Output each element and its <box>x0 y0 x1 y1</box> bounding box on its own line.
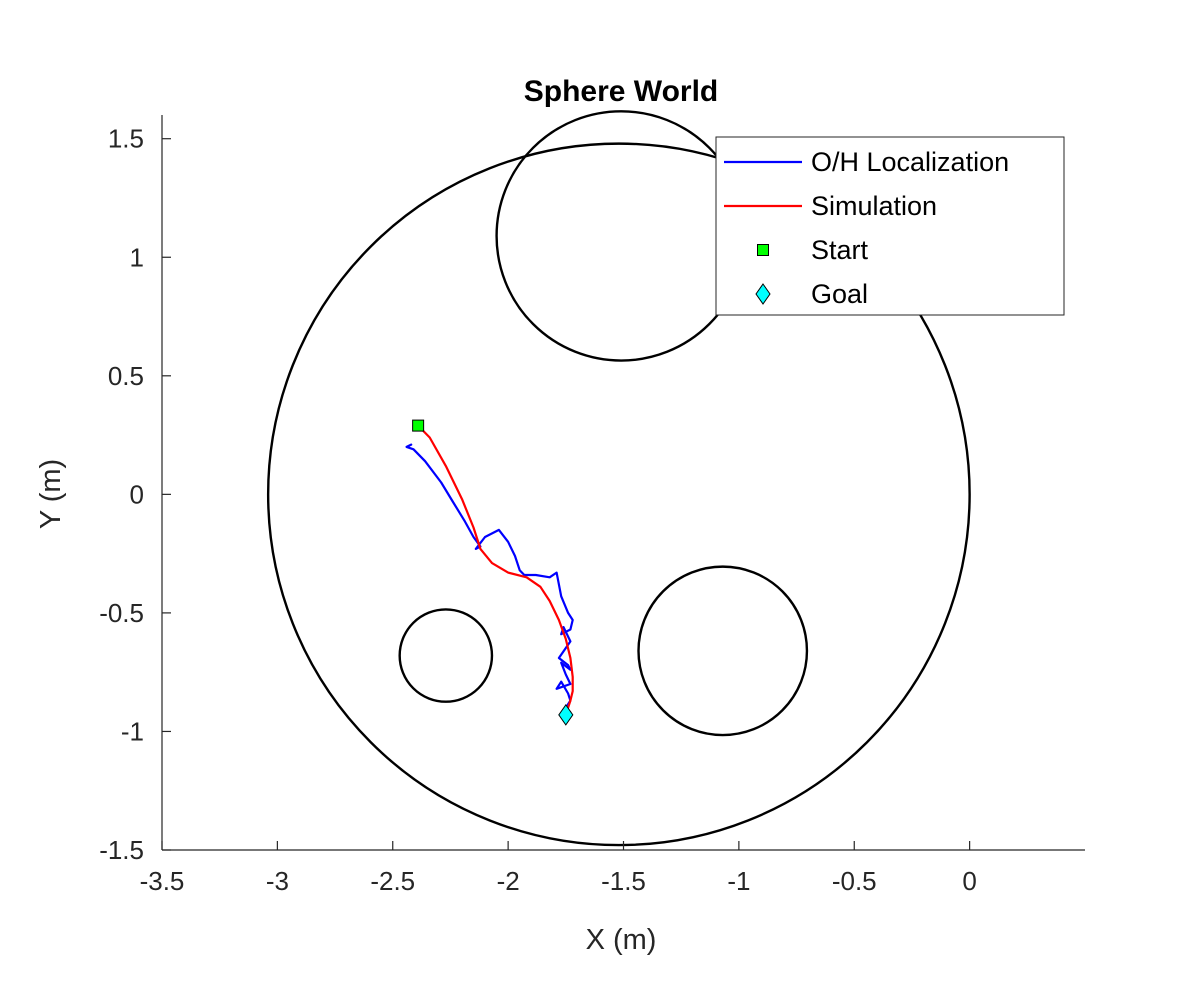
x-tick-label: -3.5 <box>140 866 185 896</box>
series-line-1 <box>417 424 574 714</box>
obstacles-layer <box>266 110 971 847</box>
axes: -3.5 -3 -2.5 -2 -1.5 -1 -0.5 0 -1.5 -1 -0.5 0 0.5 1 1… <box>99 115 1085 896</box>
y-tick-label: -1.5 <box>99 835 144 865</box>
legend: O/H Localization Simulation Start Goal <box>715 136 1065 316</box>
plot-area <box>266 110 971 847</box>
x-tick-label: 0 <box>962 866 976 896</box>
y-ticks: -1.5 -1 -0.5 0 0.5 1 1.5 <box>99 124 171 865</box>
chart-title: Sphere World <box>524 75 718 108</box>
x-ticks: -3.5 -3 -2.5 -2 -1.5 -1 -0.5 0 <box>140 841 977 896</box>
legend-swatch-2 <box>757 244 769 256</box>
y-tick-label: -1 <box>121 716 144 746</box>
y-tick-label: 1 <box>130 242 144 272</box>
legend-box <box>715 136 1065 316</box>
y-tick-label: 1.5 <box>108 124 144 154</box>
legend-items: O/H Localization Simulation Start Goal <box>724 147 1009 309</box>
series-line-0 <box>405 443 574 714</box>
x-tick-label: -2.5 <box>370 866 415 896</box>
obstacle-circle-0 <box>266 142 971 847</box>
x-tick-label: -1 <box>727 866 750 896</box>
markers-layer <box>412 419 574 726</box>
y-tick-label: 0 <box>130 479 144 509</box>
obstacle-circle-1 <box>495 110 747 362</box>
legend-label-1: Simulation <box>811 191 937 221</box>
x-axis-label: X (m) <box>586 924 657 956</box>
y-tick-label: -0.5 <box>99 598 144 628</box>
legend-label-2: Start <box>811 235 869 265</box>
legend-swatch-3 <box>755 283 771 305</box>
start-marker <box>412 419 425 432</box>
x-tick-label: -0.5 <box>832 866 877 896</box>
x-tick-label: -2 <box>497 866 520 896</box>
obstacle-circle-3 <box>637 565 809 737</box>
y-axis-label: Y (m) <box>35 459 67 529</box>
obstacle-circle-2 <box>398 608 494 703</box>
legend-label-0: O/H Localization <box>811 147 1009 177</box>
x-tick-label: -1.5 <box>601 866 646 896</box>
goal-marker <box>558 703 574 726</box>
x-tick-label: -3 <box>266 866 289 896</box>
series-layer <box>405 424 574 714</box>
y-tick-label: 0.5 <box>108 361 144 391</box>
legend-label-3: Goal <box>811 279 868 309</box>
